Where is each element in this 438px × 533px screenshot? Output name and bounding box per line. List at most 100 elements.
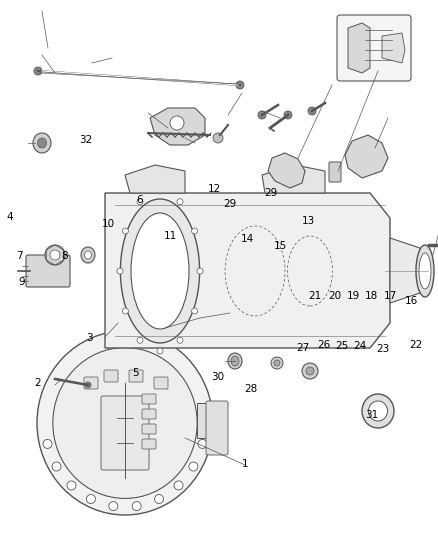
Text: 16: 16 — [405, 296, 418, 306]
Ellipse shape — [53, 348, 197, 498]
FancyBboxPatch shape — [154, 377, 168, 389]
Text: 20: 20 — [328, 291, 342, 301]
Circle shape — [155, 495, 163, 504]
Polygon shape — [262, 165, 325, 193]
Text: 28: 28 — [244, 384, 257, 394]
Circle shape — [302, 363, 318, 379]
Ellipse shape — [37, 331, 213, 515]
Polygon shape — [390, 238, 420, 303]
Polygon shape — [105, 193, 390, 348]
Text: 26: 26 — [318, 341, 331, 350]
Circle shape — [117, 268, 123, 274]
Circle shape — [86, 495, 95, 504]
Ellipse shape — [368, 401, 388, 421]
Text: 7: 7 — [16, 251, 23, 261]
Text: 25: 25 — [335, 342, 348, 351]
Ellipse shape — [85, 251, 92, 259]
FancyBboxPatch shape — [142, 424, 156, 434]
Circle shape — [177, 337, 183, 343]
Circle shape — [306, 367, 314, 375]
Ellipse shape — [131, 213, 189, 329]
Text: 24: 24 — [353, 342, 367, 351]
Text: 8: 8 — [61, 251, 68, 261]
Circle shape — [177, 199, 183, 205]
Circle shape — [170, 116, 184, 130]
Circle shape — [274, 360, 280, 366]
Polygon shape — [197, 403, 213, 438]
Circle shape — [52, 462, 61, 471]
Circle shape — [258, 111, 266, 119]
Circle shape — [50, 250, 60, 260]
Text: 32: 32 — [79, 135, 92, 144]
Text: 10: 10 — [102, 219, 115, 229]
Circle shape — [157, 348, 163, 354]
Text: 23: 23 — [377, 344, 390, 354]
FancyBboxPatch shape — [129, 370, 143, 382]
Text: 31: 31 — [365, 410, 378, 419]
FancyBboxPatch shape — [206, 401, 228, 455]
Circle shape — [132, 502, 141, 511]
Text: 9: 9 — [18, 278, 25, 287]
FancyBboxPatch shape — [101, 396, 149, 470]
Circle shape — [137, 199, 143, 205]
FancyBboxPatch shape — [142, 439, 156, 449]
Text: 21: 21 — [308, 291, 321, 301]
Circle shape — [34, 67, 42, 75]
Circle shape — [213, 133, 223, 143]
Polygon shape — [150, 108, 205, 145]
Circle shape — [192, 228, 198, 234]
Text: 30: 30 — [212, 373, 225, 382]
Ellipse shape — [416, 245, 434, 297]
Circle shape — [137, 337, 143, 343]
Circle shape — [109, 502, 118, 511]
Text: 29: 29 — [264, 188, 277, 198]
Text: 4: 4 — [6, 213, 13, 222]
Ellipse shape — [419, 253, 431, 289]
Text: 29: 29 — [223, 199, 237, 208]
Text: 22: 22 — [410, 341, 423, 350]
Text: 1: 1 — [242, 459, 249, 469]
Text: 6: 6 — [136, 195, 143, 205]
FancyBboxPatch shape — [26, 255, 70, 287]
Text: 15: 15 — [274, 241, 287, 251]
Circle shape — [189, 462, 198, 471]
Ellipse shape — [81, 247, 95, 263]
Circle shape — [271, 357, 283, 369]
Text: 11: 11 — [163, 231, 177, 240]
Circle shape — [308, 107, 316, 115]
Text: 18: 18 — [365, 291, 378, 301]
Circle shape — [198, 439, 207, 448]
FancyBboxPatch shape — [142, 394, 156, 404]
Circle shape — [236, 81, 244, 89]
Text: 12: 12 — [208, 184, 221, 194]
FancyBboxPatch shape — [142, 409, 156, 419]
Polygon shape — [345, 135, 388, 178]
Text: 3: 3 — [86, 334, 93, 343]
Polygon shape — [382, 33, 405, 63]
FancyBboxPatch shape — [84, 377, 98, 389]
Text: 5: 5 — [132, 368, 139, 378]
Circle shape — [197, 268, 203, 274]
Ellipse shape — [362, 394, 394, 428]
FancyBboxPatch shape — [329, 162, 341, 182]
Text: 19: 19 — [347, 291, 360, 301]
Ellipse shape — [38, 138, 46, 148]
Ellipse shape — [231, 356, 239, 366]
Circle shape — [45, 245, 65, 265]
Circle shape — [85, 382, 91, 388]
Text: 27: 27 — [297, 343, 310, 352]
Circle shape — [43, 439, 52, 448]
Text: 13: 13 — [302, 216, 315, 226]
FancyBboxPatch shape — [104, 370, 118, 382]
Circle shape — [174, 481, 183, 490]
Text: 17: 17 — [384, 291, 397, 301]
Ellipse shape — [33, 133, 51, 153]
Circle shape — [192, 308, 198, 314]
Ellipse shape — [228, 353, 242, 369]
FancyBboxPatch shape — [337, 15, 411, 81]
Ellipse shape — [120, 199, 200, 343]
Circle shape — [122, 308, 128, 314]
Text: 14: 14 — [241, 234, 254, 244]
Text: 2: 2 — [34, 378, 41, 387]
Circle shape — [157, 188, 163, 194]
